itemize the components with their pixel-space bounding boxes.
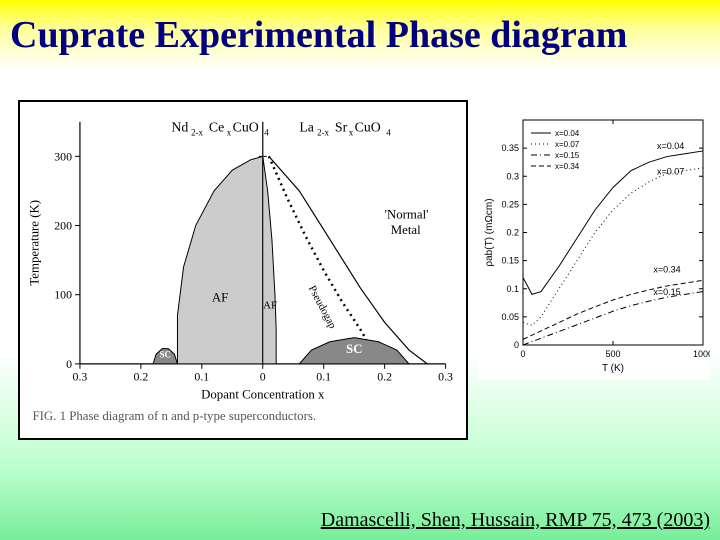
svg-text:x=0.07: x=0.07	[657, 166, 684, 176]
svg-text:4: 4	[264, 128, 269, 138]
svg-text:0.2: 0.2	[377, 370, 392, 384]
svg-text:Ce: Ce	[209, 120, 224, 135]
svg-text:FIG. 1 Phase diagram of n and: FIG. 1 Phase diagram of n and p-type sup…	[33, 409, 317, 423]
svg-text:0.15: 0.15	[501, 256, 519, 266]
svg-text:0.05: 0.05	[501, 312, 519, 322]
svg-text:Pseudogap: Pseudogap	[306, 284, 339, 331]
svg-text:0.3: 0.3	[506, 171, 519, 181]
svg-text:100: 100	[54, 288, 72, 302]
svg-text:x: x	[349, 128, 354, 138]
svg-text:x=0.04: x=0.04	[555, 129, 580, 138]
svg-text:x=0.34: x=0.34	[653, 265, 680, 275]
svg-text:La: La	[299, 120, 314, 135]
svg-text:0: 0	[514, 340, 519, 350]
svg-text:300: 300	[54, 149, 72, 163]
svg-text:0: 0	[520, 349, 525, 359]
svg-text:500: 500	[605, 349, 620, 359]
svg-text:x=0.04: x=0.04	[657, 141, 684, 151]
svg-text:x=0.07: x=0.07	[555, 140, 580, 149]
citation-text: Damascelli, Shen, Hussain, RMP 75, 473 (…	[321, 509, 710, 532]
svg-text:CuO: CuO	[355, 120, 381, 135]
svg-text:Nd: Nd	[171, 120, 188, 135]
svg-text:AF: AF	[212, 291, 228, 305]
svg-text:0.25: 0.25	[501, 199, 519, 209]
phase-diagram-figure: 01002003000.30.20.100.10.20.3Nd2-xCexCuO…	[18, 100, 468, 440]
svg-text:Dopant Concentration x: Dopant Concentration x	[201, 387, 325, 401]
svg-text:0.1: 0.1	[194, 370, 209, 384]
svg-text:0: 0	[66, 357, 72, 371]
svg-text:200: 200	[54, 218, 72, 232]
svg-text:x=0.34: x=0.34	[555, 162, 580, 171]
svg-text:0.1: 0.1	[506, 284, 519, 294]
svg-text:Metal: Metal	[391, 223, 421, 237]
svg-text:1000: 1000	[693, 349, 710, 359]
svg-text:0.2: 0.2	[506, 228, 519, 238]
svg-text:2-x: 2-x	[191, 128, 203, 138]
svg-text:2-x: 2-x	[317, 128, 329, 138]
svg-text:'Normal': 'Normal'	[385, 208, 429, 222]
svg-text:0.2: 0.2	[133, 370, 148, 384]
svg-text:0: 0	[260, 370, 266, 384]
svg-text:0.1: 0.1	[316, 370, 331, 384]
svg-text:x=0.15: x=0.15	[653, 287, 680, 297]
svg-text:x: x	[227, 128, 232, 138]
svg-text:0.3: 0.3	[438, 370, 453, 384]
svg-text:CuO: CuO	[233, 120, 259, 135]
svg-text:Sr: Sr	[335, 120, 348, 135]
svg-text:0.35: 0.35	[501, 143, 519, 153]
svg-text:4: 4	[386, 128, 391, 138]
svg-text:0.3: 0.3	[73, 370, 88, 384]
svg-text:Temperature (K): Temperature (K)	[27, 200, 41, 286]
resistivity-figure: 0 0.05 0.1 0.15 0.2 0.25 0.3 0.35 0 500 1000 x=0.04…	[478, 110, 710, 380]
svg-text:T (K): T (K)	[602, 363, 624, 374]
resistivity-svg: 0 0.05 0.1 0.15 0.2 0.25 0.3 0.35 0 500 1000 x=0.04…	[478, 110, 710, 380]
svg-text:ρab(T) (mΩcm): ρab(T) (mΩcm)	[484, 198, 495, 266]
svg-text:SC: SC	[160, 350, 171, 360]
title-bar: Cuprate Experimental Phase diagram	[0, 0, 720, 70]
svg-text:AF: AF	[263, 300, 277, 312]
slide-title: Cuprate Experimental Phase diagram	[10, 13, 627, 57]
phase-diagram-svg: 01002003000.30.20.100.10.20.3Nd2-xCexCuO…	[20, 102, 466, 438]
svg-text:x=0.15: x=0.15	[555, 151, 580, 160]
svg-text:SC: SC	[346, 342, 362, 356]
content-area: 01002003000.30.20.100.10.20.3Nd2-xCexCuO…	[0, 70, 720, 540]
